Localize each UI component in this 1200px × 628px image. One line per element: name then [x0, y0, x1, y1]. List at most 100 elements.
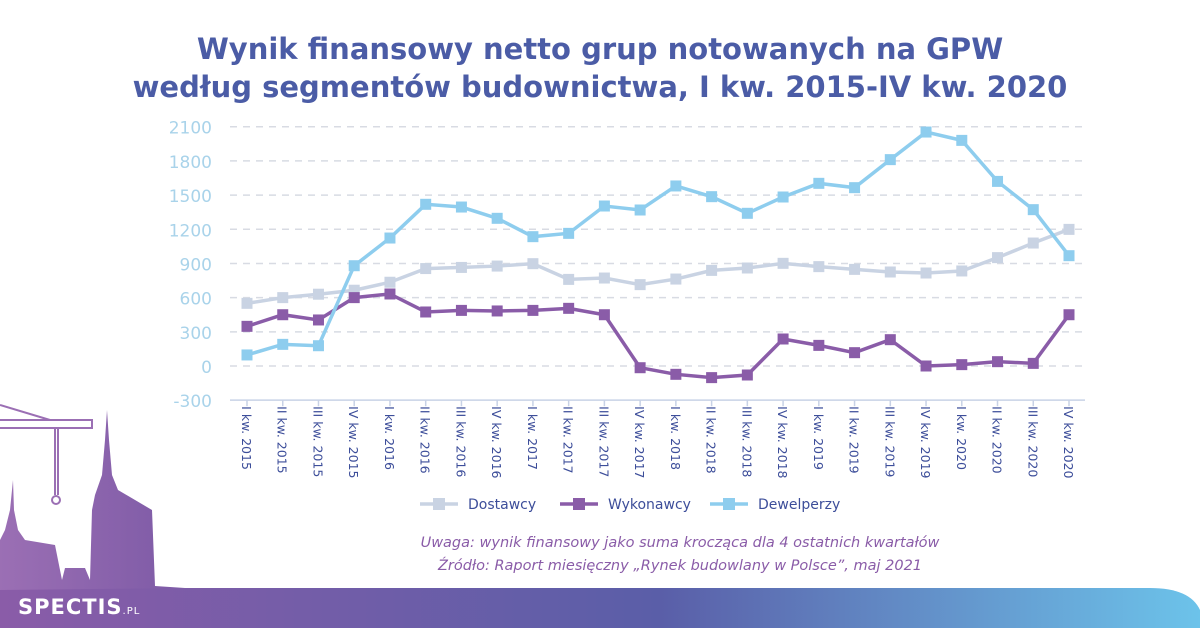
data-point: [777, 191, 789, 203]
data-point: [1063, 309, 1075, 321]
data-point: [312, 288, 324, 300]
x-tick-label: IV kw. 2015: [346, 406, 361, 478]
data-point: [884, 154, 896, 166]
data-point: [277, 338, 289, 350]
data-point: [384, 288, 396, 300]
x-tick-label: IV kw. 2019: [918, 406, 933, 478]
y-tick-label: 1200: [169, 221, 212, 241]
x-tick-label: I kw. 2016: [382, 406, 397, 470]
data-point: [992, 252, 1004, 264]
data-point: [384, 276, 396, 288]
y-tick-label: -300: [173, 392, 212, 412]
y-tick-label: 600: [180, 290, 212, 310]
legend-item-dostawcy: Dostawcy: [420, 497, 536, 513]
x-tick-label: II kw. 2015: [275, 406, 290, 473]
x-tick-label: I kw. 2020: [954, 406, 969, 470]
legend-marker: [433, 498, 445, 510]
data-point: [563, 302, 575, 314]
spectis-logo: SPECTIS.PL: [18, 595, 140, 619]
x-tick-label: IV kw. 2020: [1061, 406, 1076, 478]
x-tick-label: II kw. 2017: [561, 406, 576, 473]
data-point: [527, 231, 539, 243]
data-point: [920, 126, 932, 138]
data-point: [1027, 204, 1039, 216]
x-tick-label: IV kw. 2018: [775, 406, 790, 478]
x-tick-label: III kw. 2020: [1025, 406, 1040, 477]
data-point: [813, 261, 825, 273]
x-tick-label: I kw. 2015: [239, 406, 254, 470]
logo-text: SPECTIS: [18, 595, 123, 619]
data-point: [920, 267, 932, 279]
data-point: [670, 180, 682, 192]
y-tick-label: 300: [180, 324, 212, 344]
data-point: [527, 304, 539, 316]
data-point: [455, 261, 467, 273]
chart-note: Uwaga: wynik finansowy jako suma krocząc…: [420, 535, 940, 551]
data-point: [956, 265, 968, 277]
data-point: [813, 177, 825, 189]
x-tick-label: III kw. 2019: [882, 406, 897, 477]
data-point: [277, 309, 289, 321]
data-point: [348, 292, 360, 304]
x-tick-label: IV kw. 2016: [489, 406, 504, 478]
data-point: [884, 266, 896, 278]
data-point: [670, 368, 682, 380]
data-point: [241, 297, 253, 309]
x-tick-label: III kw. 2017: [596, 406, 611, 477]
y-tick-label: 900: [180, 255, 212, 275]
data-point: [992, 175, 1004, 187]
x-tick-label: I kw. 2017: [525, 406, 540, 470]
data-point: [1063, 250, 1075, 262]
data-point: [563, 227, 575, 239]
data-point: [598, 309, 610, 321]
legend-item-dewelperzy: Dewelperzy: [710, 497, 840, 513]
x-tick-label: III kw. 2015: [310, 406, 325, 477]
series-dostawcy: [241, 223, 1075, 309]
x-tick-label: II kw. 2020: [990, 406, 1005, 473]
data-point: [455, 304, 467, 316]
data-point: [670, 273, 682, 285]
data-point: [634, 279, 646, 291]
series-wykonawcy: [241, 288, 1075, 384]
x-tick-label: II kw. 2016: [418, 406, 433, 473]
title-line-1: Wynik finansowy netto grup notowanych na…: [196, 32, 1004, 66]
legend-marker: [573, 498, 585, 510]
data-point: [634, 204, 646, 216]
series-line: [246, 130, 1071, 357]
x-tick-label: IV kw. 2017: [632, 406, 647, 478]
data-point: [420, 198, 432, 210]
chart-source: Źródło: Raport miesięczny „Rynek budowla…: [437, 558, 923, 574]
data-point: [348, 260, 360, 272]
data-point: [491, 305, 503, 317]
data-point: [598, 272, 610, 284]
skyline-decoration: [0, 404, 1200, 628]
data-point: [455, 201, 467, 213]
data-point: [849, 263, 861, 275]
data-point: [312, 314, 324, 326]
legend-item-wykonawcy: Wykonawcy: [560, 497, 691, 513]
data-point: [420, 263, 432, 275]
x-tick-label: III kw. 2018: [739, 406, 754, 477]
y-tick-label: 1500: [169, 187, 212, 207]
series-dewelperzy: [241, 126, 1075, 361]
data-point: [598, 200, 610, 212]
series-line: [246, 292, 1071, 380]
bottom-band: [0, 588, 1200, 628]
legend-label: Wykonawcy: [608, 497, 691, 513]
data-point: [849, 347, 861, 359]
data-point: [634, 362, 646, 374]
x-tick-label: III kw. 2016: [453, 406, 468, 477]
data-point: [527, 258, 539, 270]
data-point: [956, 359, 968, 371]
data-point: [563, 273, 575, 285]
skyline-icon: [0, 410, 185, 590]
title-line-2: według segmentów budownictwa, I kw. 2015…: [132, 70, 1068, 104]
data-point: [420, 306, 432, 318]
data-point: [312, 340, 324, 352]
legend-label: Dewelperzy: [758, 497, 840, 513]
data-point: [706, 191, 718, 203]
y-tick-label: 0: [201, 358, 212, 378]
data-point: [241, 349, 253, 361]
data-point: [1027, 357, 1039, 369]
